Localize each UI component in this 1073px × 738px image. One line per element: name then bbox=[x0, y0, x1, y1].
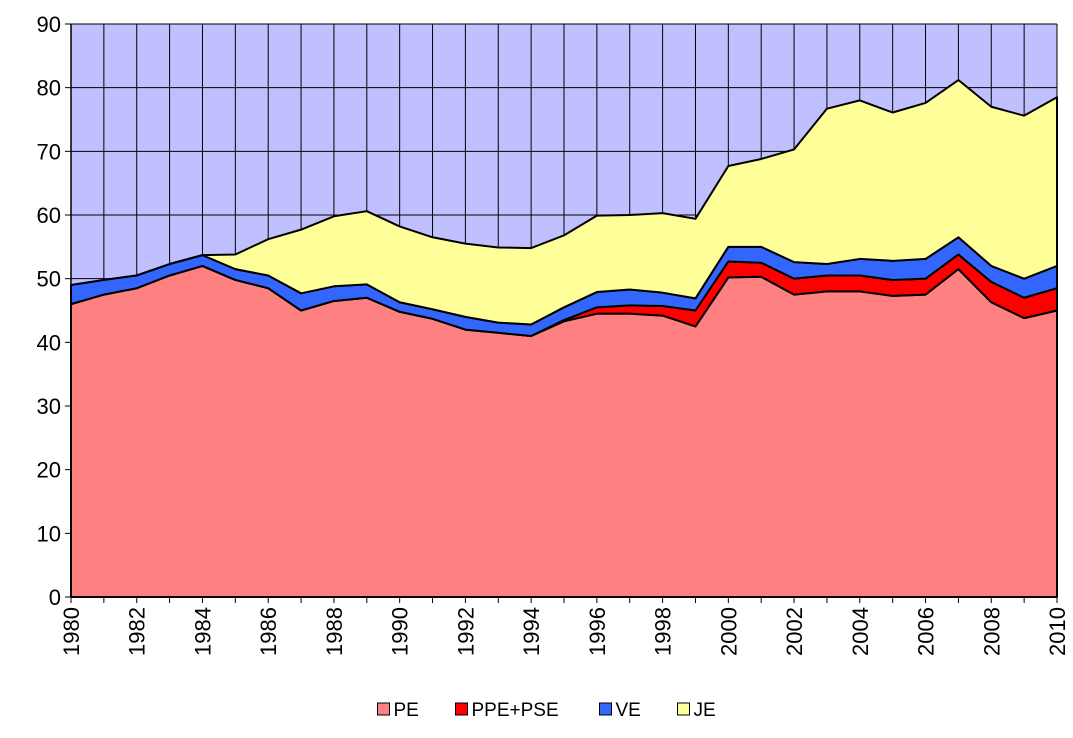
x-tick-label: 1980 bbox=[59, 607, 84, 656]
x-tick-label: 1994 bbox=[519, 607, 544, 656]
x-tick-label: 1998 bbox=[651, 607, 676, 656]
legend-label: PE bbox=[394, 700, 419, 721]
y-tick-label: 80 bbox=[37, 76, 61, 101]
y-tick-label: 20 bbox=[37, 458, 61, 483]
legend-swatch bbox=[599, 702, 612, 716]
legend-label: PPE+PSE bbox=[472, 700, 559, 721]
x-tick-label: 1988 bbox=[322, 607, 347, 656]
legend-swatch bbox=[455, 702, 468, 716]
x-tick-label: 1990 bbox=[388, 607, 413, 656]
y-tick-label: 40 bbox=[37, 330, 61, 355]
area bbox=[70, 79, 1058, 326]
x-tick-label: 1982 bbox=[125, 607, 150, 656]
legend-item: PPE+PSE bbox=[455, 700, 559, 721]
y-tick-label: 10 bbox=[37, 521, 61, 546]
x-tick-label: 1992 bbox=[453, 607, 478, 656]
y-tick-label: 30 bbox=[37, 394, 61, 419]
legend-item: JE bbox=[677, 700, 716, 721]
legend-item: PE bbox=[377, 700, 419, 721]
legend-label: VE bbox=[616, 700, 641, 721]
legend-swatch bbox=[677, 702, 690, 716]
x-tick-label: 2000 bbox=[716, 607, 741, 656]
x-tick-label: 2004 bbox=[848, 607, 873, 656]
y-tick-label: 50 bbox=[37, 267, 61, 292]
legend-swatch bbox=[377, 702, 390, 716]
x-tick-label: 2002 bbox=[782, 607, 807, 656]
x-tick-label: 2008 bbox=[979, 607, 1004, 656]
legend-item: VE bbox=[599, 700, 641, 721]
x-tick-label: 2006 bbox=[914, 607, 939, 656]
x-tick-label: 1996 bbox=[585, 607, 610, 656]
x-tick-label: 1984 bbox=[190, 607, 215, 656]
legend-label: JE bbox=[694, 700, 716, 721]
x-tick-label: 2010 bbox=[1045, 607, 1070, 656]
y-tick-label: 60 bbox=[37, 203, 61, 228]
y-tick-label: 90 bbox=[37, 12, 61, 37]
x-tick-label: 1986 bbox=[256, 607, 281, 656]
y-tick-label: 70 bbox=[37, 139, 61, 164]
y-tick-label: 0 bbox=[49, 585, 61, 610]
